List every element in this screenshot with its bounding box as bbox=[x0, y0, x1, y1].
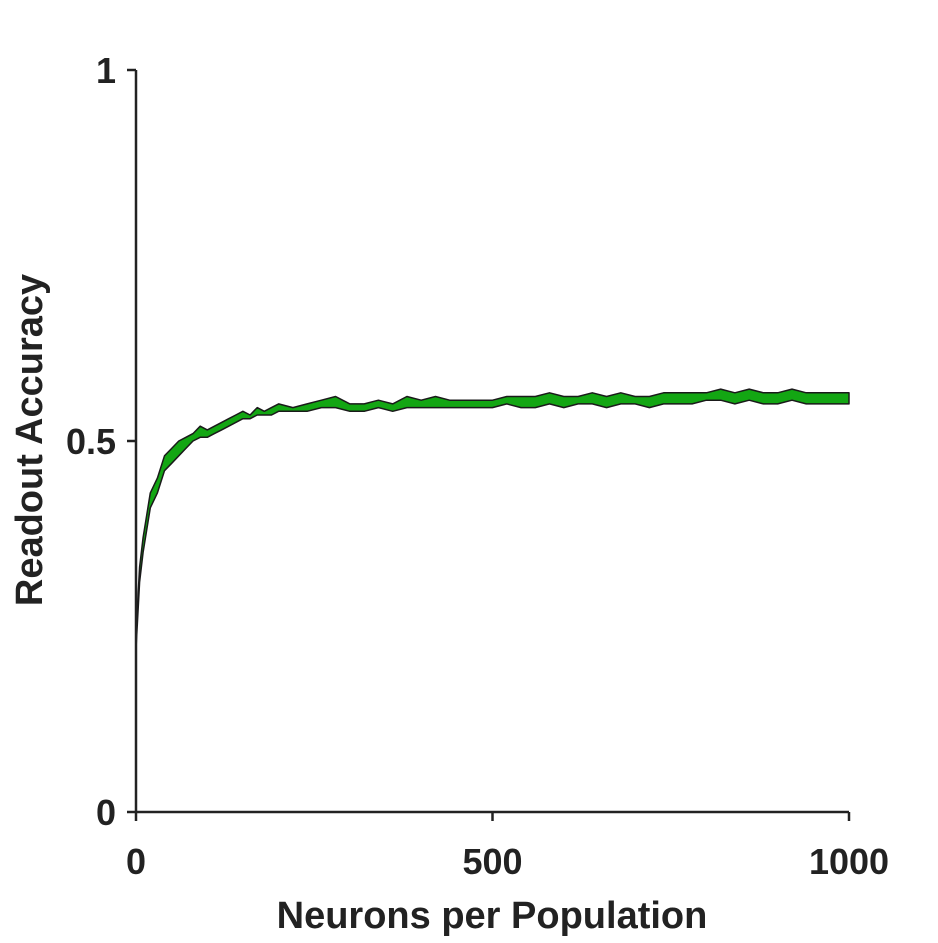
y-tick-label: 1 bbox=[96, 50, 116, 91]
y-tick-label: 0 bbox=[96, 792, 116, 833]
x-tick-label: 0 bbox=[126, 841, 146, 882]
x-tick-label: 1000 bbox=[809, 841, 889, 882]
x-axis-label: Neurons per Population bbox=[277, 895, 708, 937]
x-tick-label: 500 bbox=[462, 841, 522, 882]
axes: 0 0.5 1 0 500 1000 bbox=[66, 50, 889, 882]
y-axis-label: Readout Accuracy bbox=[9, 274, 51, 606]
y-tick-label: 0.5 bbox=[66, 421, 116, 462]
accuracy-band-series-0 bbox=[135, 388, 850, 650]
plot-area bbox=[135, 388, 850, 650]
